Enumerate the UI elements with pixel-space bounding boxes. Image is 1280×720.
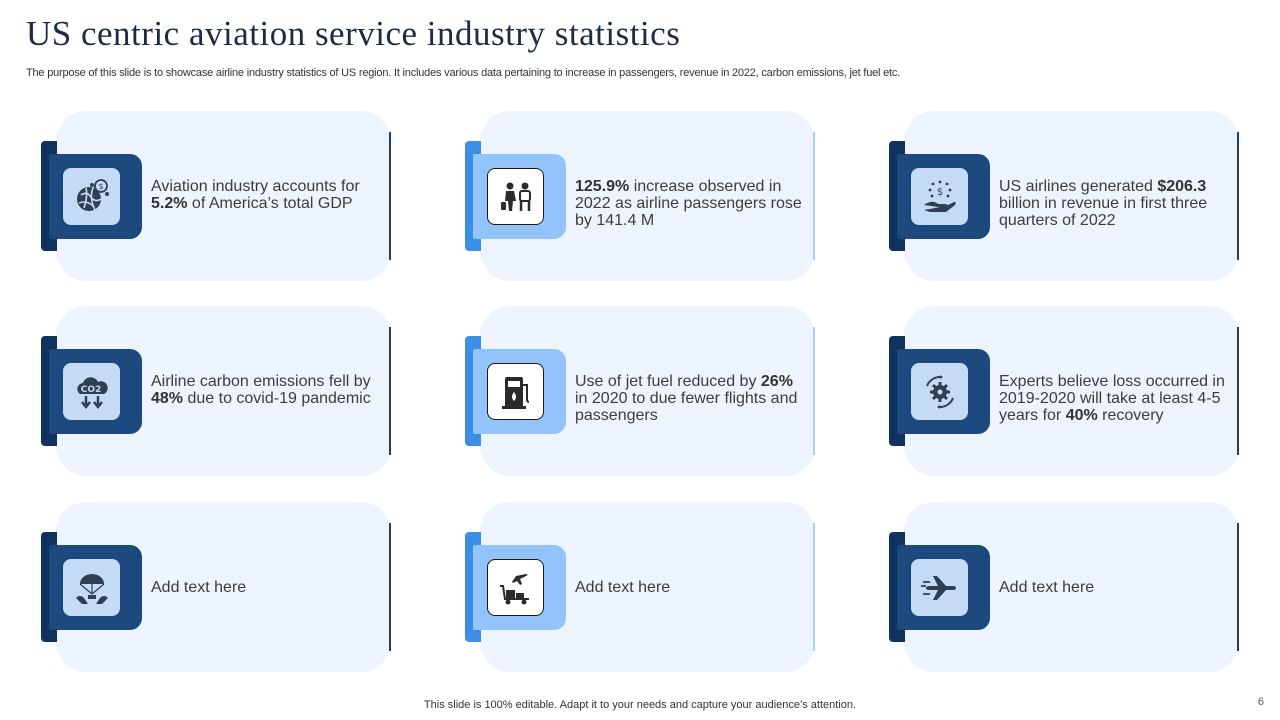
cargo-cart-icon [487, 559, 544, 616]
revenue-hand-icon: $ [911, 168, 968, 225]
fuel-pump-icon [487, 363, 544, 420]
stat-text: 125.9% increase observed in 2022 as airl… [575, 178, 802, 229]
airplane-parachute-icon [63, 559, 120, 616]
gear-recovery-icon [911, 363, 968, 420]
stat-card-passengers: 125.9% increase observed in 2022 as airl… [465, 111, 815, 281]
stat-card-placeholder-3: Add text here [889, 502, 1239, 672]
page-subtitle: The purpose of this slide is to showcase… [26, 67, 901, 79]
stat-card-gdp: $ Aviation industry accounts for 5.2% of… [41, 111, 391, 281]
footer-note: This slide is 100% editable. Adapt it to… [423, 699, 857, 711]
stat-text: US airlines generated $206.3 billion in … [999, 178, 1208, 229]
stat-card-revenue: $ US airlines generated $206.3 billion i… [889, 111, 1239, 281]
stat-card-placeholder-2: Add text here [465, 502, 815, 672]
globe-money-icon: $ [63, 168, 120, 225]
stat-text: Add text here [999, 579, 1095, 596]
svg-text:CO2: CO2 [80, 385, 101, 395]
stat-card-jet-fuel: Use of jet fuel reduced by 26% in 2020 t… [465, 306, 815, 476]
svg-text:$: $ [936, 187, 942, 198]
airplane-icon [911, 559, 968, 616]
stat-card-emissions: CO2 Airline carbon emissions fell by 48%… [41, 306, 391, 476]
page-number: 6 [1257, 696, 1264, 708]
page-title: US centric aviation service industry sta… [26, 14, 681, 53]
stat-text: Add text here [151, 579, 247, 596]
co2-emissions-icon: CO2 [63, 363, 120, 420]
stat-text: Aviation industry accounts for 5.2% of A… [151, 178, 360, 212]
stat-text: Use of jet fuel reduced by 26% in 2020 t… [575, 373, 798, 424]
stat-text: Add text here [575, 579, 671, 596]
stat-text: Airline carbon emissions fell by 48% due… [151, 373, 371, 407]
svg-text:$: $ [98, 182, 103, 191]
passengers-icon [487, 168, 544, 225]
stat-text: Experts believe loss occurred in 2019-20… [999, 373, 1225, 424]
stat-card-recovery: Experts believe loss occurred in 2019-20… [889, 306, 1239, 476]
stat-card-placeholder-1: Add text here [41, 502, 391, 672]
